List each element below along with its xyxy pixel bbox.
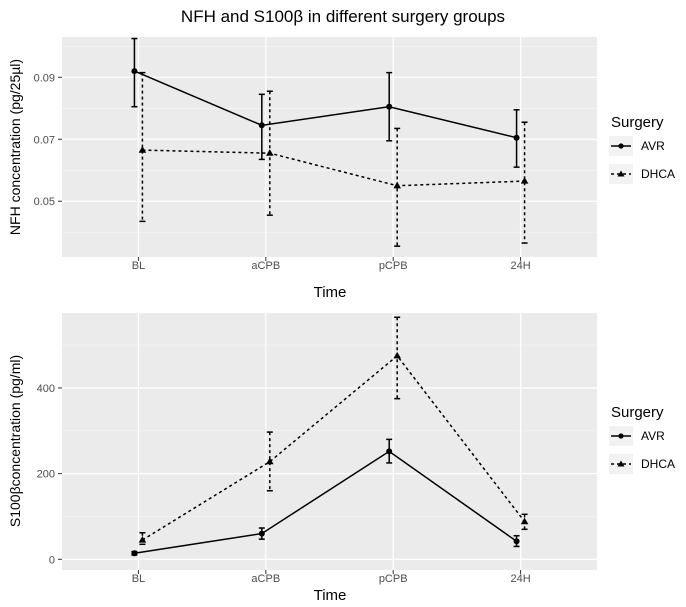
top-legend-title: Surgery [611, 114, 664, 131]
top-x-ticks: BL aCPB pCPB 24H [132, 257, 531, 272]
bottom-legend-dhca-marker [617, 460, 625, 467]
top-legend-avr-marker [618, 143, 624, 149]
data-point [386, 448, 393, 455]
top-plot-panel [62, 37, 597, 257]
y-tick-label: 0.09 [34, 72, 55, 84]
bottom-legend: Surgery AVR DHCA [609, 404, 675, 474]
x-tick-label: 24H [510, 260, 530, 272]
data-point [138, 536, 147, 543]
top-chart: 0.05 0.07 0.09 BL aCPB pCPB 24H Time NFH conc… [7, 37, 597, 301]
x-tick-label: pCPB [379, 573, 408, 585]
series-line [134, 450, 518, 555]
top-y-axis-label: NFH concentration (pg/25µl) [7, 59, 23, 235]
data-point [258, 122, 265, 129]
data-point [138, 146, 147, 153]
x-tick-label: aCPB [251, 260, 280, 272]
data-point [513, 134, 520, 141]
series-avr [131, 37, 520, 168]
bottom-legend-avr-marker [618, 433, 624, 439]
bottom-x-ticks: BL aCPB pCPB 24H [132, 570, 531, 585]
series-line [142, 354, 526, 541]
data-point [513, 538, 520, 545]
y-tick-label: 400 [37, 383, 55, 395]
top-legend-label-dhca: DHCA [641, 167, 675, 181]
series-line [142, 149, 525, 187]
series-line [134, 70, 517, 139]
data-point [266, 149, 274, 156]
data-point [386, 103, 393, 110]
bottom-y-axis-label: S100βconcentration (pg/ml) [7, 355, 23, 527]
top-legend: Surgery AVR DHCA [609, 114, 675, 184]
chart-title: NFH and S100β in different surgery group… [181, 7, 505, 26]
bottom-series [131, 316, 529, 557]
data-point [258, 530, 265, 537]
x-tick-label: aCPB [251, 573, 280, 585]
bottom-legend-title: Surgery [611, 404, 664, 421]
data-point [131, 550, 138, 557]
top-x-axis-label: Time [314, 284, 347, 301]
data-point [393, 181, 401, 189]
data-point [520, 177, 529, 184]
x-tick-label: BL [132, 260, 145, 272]
bottom-legend-label-dhca: DHCA [641, 457, 675, 471]
x-tick-label: pCPB [379, 260, 408, 272]
bottom-legend-label-avr: AVR [641, 429, 665, 443]
top-legend-label-avr: AVR [641, 139, 665, 153]
x-tick-label: BL [132, 573, 145, 585]
top-legend-dhca-marker [617, 170, 625, 177]
bottom-grid [62, 313, 597, 570]
y-tick-label: 0.07 [34, 134, 55, 146]
data-point [393, 351, 401, 359]
bottom-x-axis-label: Time [314, 587, 347, 604]
data-point [520, 517, 529, 525]
bottom-y-ticks: 0 200 400 [37, 383, 62, 566]
series-avr [131, 438, 520, 557]
top-grid [62, 37, 597, 257]
y-tick-label: 200 [37, 469, 55, 481]
y-tick-label: 0.05 [34, 196, 55, 208]
bottom-plot-panel [62, 313, 597, 570]
x-tick-label: 24H [510, 573, 530, 585]
top-series [131, 37, 529, 247]
series-dhca [138, 316, 529, 546]
bottom-chart: 0 200 400 BL aCPB pCPB 24H Time S100βconcentr… [7, 313, 597, 604]
series-dhca [138, 71, 529, 247]
data-point [266, 457, 274, 465]
y-tick-label: 0 [49, 554, 55, 566]
data-point [131, 68, 138, 75]
top-y-ticks: 0.05 0.07 0.09 [34, 72, 62, 208]
